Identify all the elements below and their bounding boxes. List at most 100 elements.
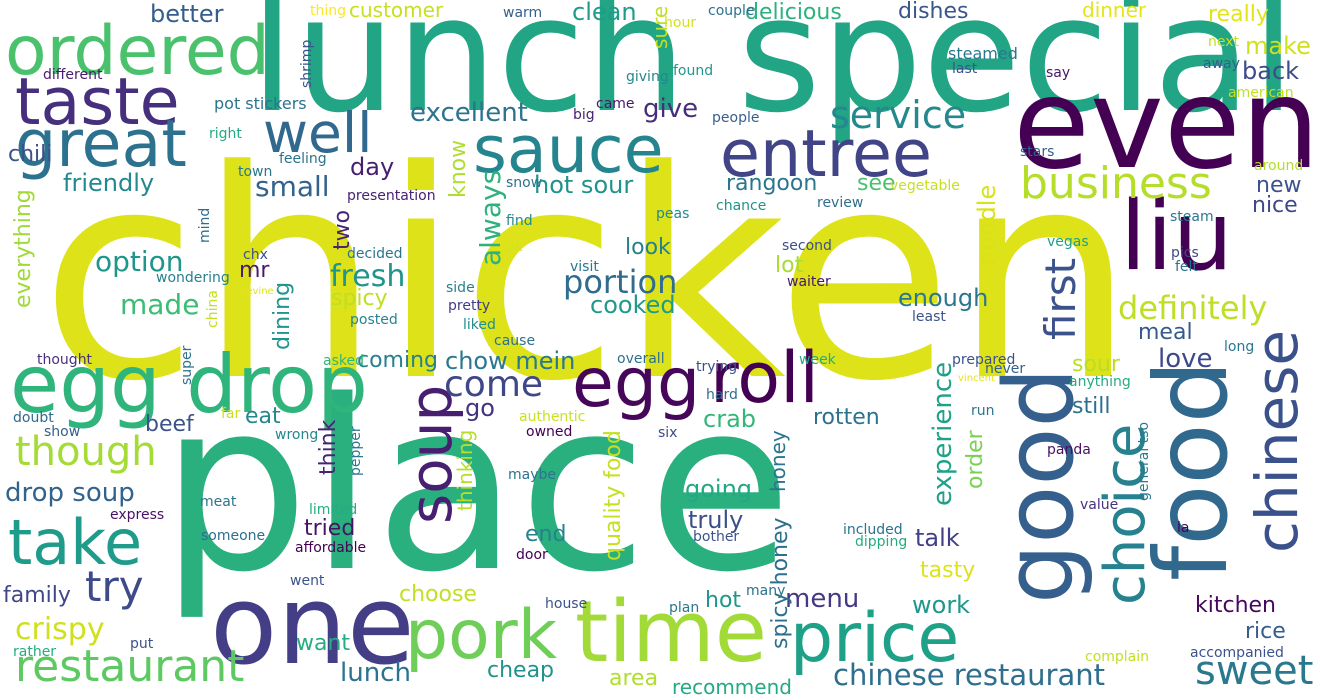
word-authentic: authentic: [519, 409, 586, 425]
word-first: first: [1036, 257, 1085, 340]
word-steam: steam: [1170, 209, 1214, 225]
word-wrong: wrong: [275, 427, 319, 443]
word-china: china: [205, 290, 221, 328]
word-away: away: [1203, 56, 1240, 72]
word-accompanied: accompanied: [1190, 645, 1284, 661]
word-general-tso: general tso: [1136, 421, 1152, 501]
word-dipping: dipping: [855, 534, 908, 550]
word-try: try: [85, 562, 144, 611]
word-really: really: [1208, 2, 1269, 27]
word-panda: panda: [1047, 442, 1091, 458]
word-side: side: [446, 280, 475, 296]
word-dishes: dishes: [898, 0, 969, 24]
word-peas: peas: [656, 206, 690, 222]
word-chow-mein: chow mein: [445, 347, 576, 375]
word-owned: owned: [526, 424, 573, 440]
word-crab: crab: [703, 405, 757, 433]
word-vegetable: vegetable: [890, 178, 960, 194]
word-everything: everything: [11, 189, 36, 308]
word-time: time: [575, 583, 768, 682]
word-asked: asked: [323, 353, 364, 369]
word-chicken: chicken: [40, 109, 1136, 444]
word-affordable: affordable: [295, 540, 367, 556]
word-cheap: cheap: [487, 658, 555, 683]
word-taste: taste: [15, 65, 180, 140]
word-rather: rather: [13, 644, 57, 660]
word-menu: menu: [785, 584, 860, 614]
word-run: run: [971, 403, 995, 419]
word-doubt: doubt: [13, 410, 54, 426]
word-limited: limited: [309, 502, 358, 518]
word-cooked: cooked: [590, 291, 676, 319]
word-chinese: chinese: [1243, 329, 1311, 553]
word-nice: nice: [1252, 193, 1298, 218]
word-coming: coming: [357, 348, 439, 373]
word-visit: visit: [570, 259, 599, 275]
word-fresh: fresh: [330, 259, 406, 294]
word-sour: sour: [1072, 352, 1120, 377]
word-made: made: [120, 288, 200, 321]
word-go: go: [465, 394, 495, 422]
word-thing: thing: [310, 3, 347, 19]
word-snow: snow: [506, 175, 543, 191]
word-super: super: [179, 345, 195, 385]
word-think: think: [316, 419, 341, 475]
word-around: around: [1254, 158, 1304, 174]
word-though: though: [15, 429, 157, 475]
word-different: different: [43, 67, 103, 83]
word-dining: dining: [270, 281, 295, 350]
word-couple: couple: [708, 3, 755, 19]
word-noodle: noodle: [973, 184, 1001, 266]
word-chili: chili: [8, 142, 53, 167]
word-lunch: lunch: [340, 658, 411, 688]
word-recommend: recommend: [672, 675, 792, 699]
word-waiter: waiter: [787, 274, 831, 290]
word-chinese-restaurant: chinese restaurant: [833, 658, 1105, 692]
word-rangoon: rangoon: [726, 171, 818, 196]
word-eat: eat: [245, 404, 281, 429]
word-american: american: [1228, 85, 1294, 101]
word-thought: thought: [37, 352, 93, 368]
word-house: house: [545, 596, 588, 612]
word-egg: egg: [572, 344, 701, 423]
word-someone: someone: [201, 528, 266, 544]
word-meat: meat: [200, 494, 237, 510]
word-option: option: [95, 245, 184, 278]
word-week: week: [799, 352, 836, 368]
word-tried: tried: [304, 516, 356, 541]
word-hot: hot: [705, 588, 742, 613]
word-lunch-special: lunch special: [250, 0, 1296, 148]
word-better: better: [150, 0, 224, 28]
word-sweet: sweet: [1195, 648, 1314, 694]
word-family: family: [3, 583, 71, 608]
word-work: work: [912, 591, 971, 619]
word-people: people: [712, 110, 760, 126]
word-devine: devine: [240, 286, 274, 297]
word-pepper: pepper: [348, 426, 364, 476]
word-liu: liu: [1120, 182, 1233, 292]
word-prepared: prepared: [952, 352, 1016, 368]
word-know: know: [446, 139, 471, 198]
word-anything: anything: [1069, 374, 1131, 390]
word-vincent: vincent: [958, 373, 995, 384]
word-found: found: [673, 63, 714, 79]
word-beef: beef: [145, 412, 194, 437]
word-ok: ok: [506, 239, 523, 255]
word-ordered: ordered: [5, 12, 270, 91]
word-review: review: [817, 195, 864, 211]
word-decided: decided: [347, 246, 403, 262]
word-customer: customer: [349, 0, 444, 22]
word-came: came: [596, 96, 635, 112]
word-meal: meal: [1138, 320, 1193, 345]
word-always: always: [474, 169, 507, 266]
word-warm: warm: [503, 5, 543, 21]
word-clean: clean: [572, 0, 637, 26]
word-pics: pics: [1171, 245, 1199, 261]
word-hour: hour: [664, 15, 697, 31]
word-right: right: [209, 126, 242, 142]
word-enough: enough: [898, 284, 989, 312]
word-posted: posted: [350, 312, 398, 328]
word-giving: giving: [626, 69, 669, 85]
word-talk: talk: [915, 524, 960, 552]
word-never: never: [985, 361, 1026, 377]
